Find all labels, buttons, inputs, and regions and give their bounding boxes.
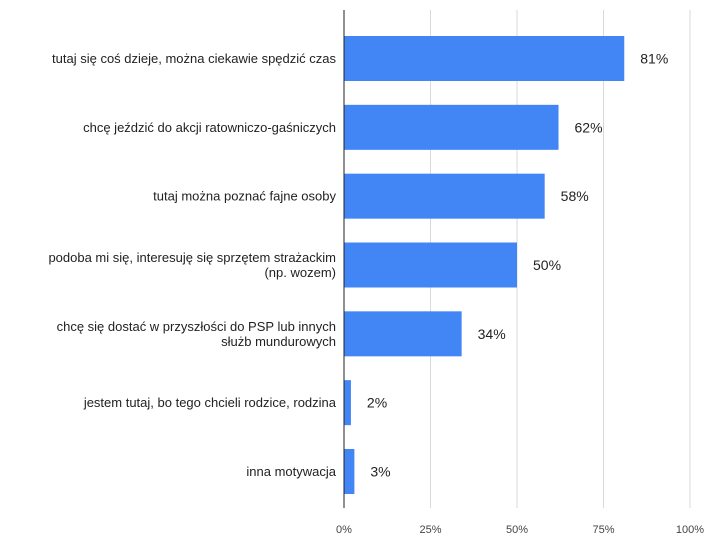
category-label-2: tutaj można poznać fajne osoby: [153, 189, 336, 204]
x-tick-label-25: 25%: [419, 524, 441, 536]
data-label-0: 81%: [640, 51, 668, 67]
category-label-1: chcę jeździć do akcji ratowniczo-gaśnicz…: [83, 120, 336, 135]
category-label-4: chcę się dostać w przyszłości do PSP lub…: [57, 319, 336, 349]
category-label-3: podoba mi się, interesuję się sprzętem s…: [48, 250, 336, 280]
category-label-5: jestem tutaj, bo tego chcieli rodzice, r…: [83, 395, 337, 410]
category-label-6: inna motywacja: [246, 464, 336, 479]
data-label-6: 3%: [370, 463, 390, 479]
bar-2: [344, 173, 545, 219]
x-tick-label-0: 0%: [336, 524, 352, 536]
data-label-3: 50%: [533, 257, 561, 273]
bar-5: [344, 380, 351, 426]
bar-4: [344, 311, 462, 357]
x-tick-label-100: 100%: [676, 524, 704, 536]
x-tick-label-50: 50%: [506, 524, 528, 536]
bar-6: [344, 448, 355, 494]
data-label-1: 62%: [575, 119, 603, 135]
bar-1: [344, 104, 559, 150]
bar-0: [344, 36, 625, 81]
data-label-2: 58%: [561, 188, 589, 204]
data-label-5: 2%: [367, 395, 387, 411]
category-label-0: tutaj się coś dzieje, można ciekawie spę…: [52, 51, 336, 66]
bar-3: [344, 242, 517, 288]
data-label-4: 34%: [478, 326, 506, 342]
x-tick-label-75: 75%: [592, 524, 614, 536]
